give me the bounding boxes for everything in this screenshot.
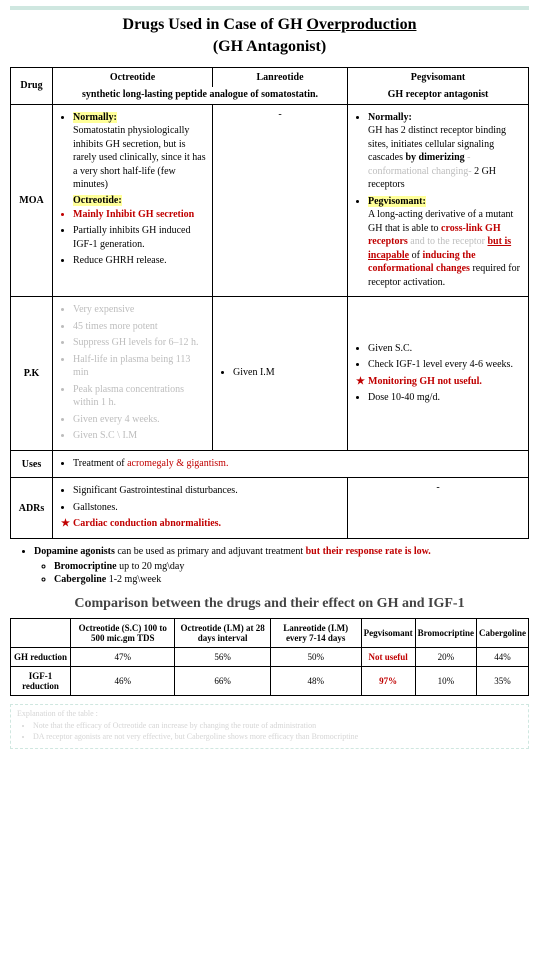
explanation-box: Explanation of the table : Note that the… xyxy=(10,704,529,749)
comparison-title: Comparison between the drugs and their e… xyxy=(10,596,529,612)
footnote-sub2: Cabergoline 1-2 mg\week xyxy=(54,573,529,586)
adrs-b2: Gallstones. xyxy=(73,501,341,515)
star-icon: ★ xyxy=(356,375,365,389)
pk-peg-b1: Given S.C. xyxy=(368,342,522,356)
dopamine-footnote: Dopamine agonists can be used as primary… xyxy=(10,545,529,586)
comp-r1-4: 20% xyxy=(415,647,476,666)
star-icon: ★ xyxy=(61,517,70,531)
adrs-peg-cell: - xyxy=(348,478,529,539)
comp-h3: Pegvisomant xyxy=(361,618,415,647)
pk-octreotide-cell: Very expensive 45 times more potent Supp… xyxy=(53,297,213,451)
moa-oct-b1: Mainly Inhibit GH secretion xyxy=(73,208,206,222)
pk-peg-b3: ★ Monitoring GH not useful. xyxy=(368,375,522,389)
moa-peg-hdr: Pegvisomant: xyxy=(368,196,426,207)
comp-r1-2: 50% xyxy=(270,647,361,666)
moa-oct-normal-item: Normally: Somatostatin physiologically i… xyxy=(73,111,206,192)
title-part2: (GH Antagonist) xyxy=(213,38,326,55)
comp-r1-1: 56% xyxy=(175,647,270,666)
comp-r2-2: 48% xyxy=(270,666,361,695)
col-header-octreotide: Octreotide xyxy=(53,67,213,87)
pk-peg-b2: Check IGF-1 level every 4-6 weeks. xyxy=(368,358,522,372)
drugs-table: Drug Octreotide Lanreotide Pegvisomant s… xyxy=(10,67,529,539)
moa-oct-b3: Reduce GHRH release. xyxy=(73,254,206,268)
footnote-sub1: Bromocriptine up to 20 mg\day xyxy=(54,560,529,573)
comp-r1-label: GH reduction xyxy=(11,647,71,666)
comp-r2-5: 35% xyxy=(476,666,528,695)
uses-cell: Treatment of acromegaly & gigantism. xyxy=(53,450,529,478)
pk-lanreotide-cell: Given I.M xyxy=(213,297,348,451)
pk-oct-0: Very expensive xyxy=(73,303,206,317)
pk-oct-5: Given every 4 weeks. xyxy=(73,413,206,427)
drug-sub-peg: GH receptor antagonist xyxy=(348,87,529,105)
moa-oct-b2: Partially inhibits GH induced IGF-1 gene… xyxy=(73,224,206,251)
comp-h4: Bromocriptine xyxy=(415,618,476,647)
pk-oct-1: 45 times more potent xyxy=(73,320,206,334)
top-accent-bar xyxy=(10,6,529,10)
adrs-b1: Significant Gastrointestinal disturbance… xyxy=(73,484,341,498)
comparison-table: Octreotide (S.C) 100 to 500 mic.gm TDS O… xyxy=(10,618,529,696)
moa-oct-normal-label: Normally: xyxy=(73,112,117,123)
footnote-main: Dopamine agonists can be used as primary… xyxy=(34,545,529,586)
explanation-b2: DA receptor agonists are not very effect… xyxy=(33,732,522,742)
pk-oct-4: Peak plasma concentrations within 1 h. xyxy=(73,383,206,410)
moa-pegvisomant-cell: Normally: GH has 2 distinct receptor bin… xyxy=(348,104,529,297)
comp-h0: Octreotide (S.C) 100 to 500 mic.gm TDS xyxy=(71,618,175,647)
moa-oct-hdr: Octreotide: xyxy=(73,195,122,206)
moa-peg-normal-label: Normally: xyxy=(368,112,412,123)
explanation-b1: Note that the efficacy of Octreotide can… xyxy=(33,721,522,731)
col-header-lanreotide: Lanreotide xyxy=(213,67,348,87)
comp-r2-0: 46% xyxy=(71,666,175,695)
moa-octreotide-cell: Normally: Somatostatin physiologically i… xyxy=(53,104,213,297)
moa-lanreotide-cell: - xyxy=(213,104,348,297)
comp-h5: Cabergoline xyxy=(476,618,528,647)
comp-h2: Lanreotide (I.M) every 7-14 days xyxy=(270,618,361,647)
comp-h1: Octreotide (I.M) at 28 days interval xyxy=(175,618,270,647)
adrs-b3: ★ Cardiac conduction abnormalities. xyxy=(73,517,341,531)
row-header-pk: P.K xyxy=(11,297,53,451)
pk-pegvisomant-cell: Given S.C. Check IGF-1 level every 4-6 w… xyxy=(348,297,529,451)
pk-oct-6: Given S.C \ I.M xyxy=(73,429,206,443)
comp-r2-label: IGF-1 reduction xyxy=(11,666,71,695)
moa-peg-main-item: Pegvisomant: A long-acting derivative of… xyxy=(368,195,522,290)
comp-r2-3: 97% xyxy=(361,666,415,695)
comp-r1-3: Not useful xyxy=(361,647,415,666)
explanation-title: Explanation of the table : xyxy=(17,709,522,719)
moa-oct-normal-text: Somatostatin physiologically inhibits GH… xyxy=(73,125,206,190)
row-header-drug: Drug xyxy=(11,67,53,104)
row-header-adrs: ADRs xyxy=(11,478,53,539)
pk-oct-2: Suppress GH levels for 6–12 h. xyxy=(73,336,206,350)
title-part1: Drugs Used in Case of GH xyxy=(123,16,307,33)
adrs-cell: Significant Gastrointestinal disturbance… xyxy=(53,478,348,539)
comp-r2-1: 66% xyxy=(175,666,270,695)
comp-r1-5: 44% xyxy=(476,647,528,666)
page-title: Drugs Used in Case of GH Overproduction … xyxy=(10,14,529,59)
pk-lan-item: Given I.M xyxy=(233,366,341,380)
comp-r2-4: 10% xyxy=(415,666,476,695)
uses-item: Treatment of acromegaly & gigantism. xyxy=(73,457,522,471)
pk-peg-b4: Dose 10-40 mg/d. xyxy=(368,391,522,405)
row-header-uses: Uses xyxy=(11,450,53,478)
moa-peg-normal-item: Normally: GH has 2 distinct receptor bin… xyxy=(368,111,522,192)
col-header-pegvisomant: Pegvisomant xyxy=(348,67,529,87)
drug-sub-merged: synthetic long-lasting peptide analogue … xyxy=(53,87,348,105)
pk-oct-3: Half-life in plasma being 113 min xyxy=(73,353,206,380)
row-header-moa: MOA xyxy=(11,104,53,297)
comp-r1-0: 47% xyxy=(71,647,175,666)
comp-empty-corner xyxy=(11,618,71,647)
title-underlined: Overproduction xyxy=(307,16,417,33)
